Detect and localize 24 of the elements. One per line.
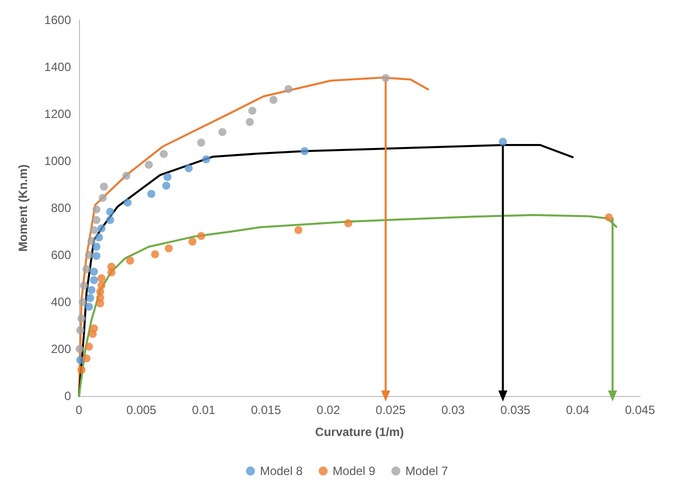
legend-label: Model 7	[405, 464, 448, 478]
x-tick-label: 0	[76, 403, 83, 417]
y-tick-label: 200	[50, 342, 72, 356]
x-tick-label: 0.03	[441, 403, 465, 417]
x-tick-label: 0.01	[192, 403, 216, 417]
x-axis-title: Curvature (1/m)	[315, 425, 404, 439]
x-tick-label: 0.04	[566, 403, 590, 417]
y-tick-label: 1000	[44, 154, 72, 168]
x-tick-label: 0.02	[316, 403, 340, 417]
x-tick-label: 0.035	[500, 403, 531, 417]
x-tick-label: 0.025	[376, 403, 406, 417]
y-tick-label: 600	[50, 248, 72, 262]
y-axis-title: Moment (Kn.m)	[16, 164, 30, 252]
legend-label: Model 9	[332, 464, 376, 478]
y-tick-label: 1600	[44, 13, 72, 27]
y-tick-label: 1400	[44, 60, 72, 74]
y-tick-label: 1200	[44, 107, 72, 121]
y-tick-label: 0	[64, 389, 72, 403]
x-tick-label: 0.005	[126, 403, 157, 417]
x-tick-label: 0.045	[624, 403, 656, 417]
x-tick-label: 0.015	[250, 403, 282, 417]
y-tick-label: 800	[50, 201, 72, 215]
legend-label: Model 8	[260, 464, 303, 478]
y-tick-label: 400	[50, 295, 72, 309]
